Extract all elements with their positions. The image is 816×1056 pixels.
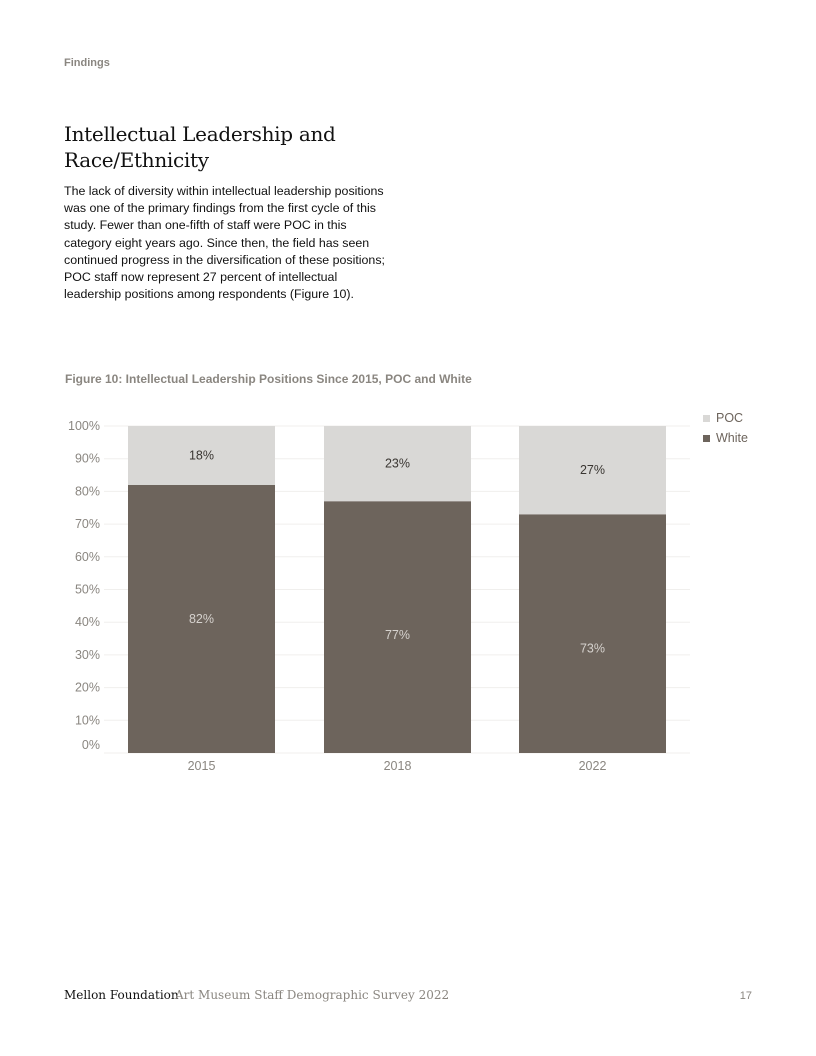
y-tick-label: 20% [75,681,100,695]
data-label-poc-2018: 23% [385,457,410,471]
x-tick-label: 2018 [384,759,412,773]
data-label-white-2022: 73% [580,641,605,655]
footer-publication: Art Museum Staff Demographic Survey 2022 [175,988,450,1002]
y-tick-label: 80% [75,484,100,498]
y-tick-label: 60% [75,550,100,564]
stacked-bar-chart: 0% 10% 20% 30% 40% 50% 60% 70% 80% 90% 100% 18% 82% 2… [68,411,748,773]
bar-white-2022 [519,514,666,753]
y-tick-label: 100% [68,419,100,433]
footer-organization: Mellon Foundation [64,988,179,1002]
data-label-poc-2022: 27% [580,463,605,477]
data-label-white-2015: 82% [189,612,214,626]
x-tick-label: 2022 [579,759,607,773]
x-tick-label: 2015 [188,759,216,773]
y-tick-label: 40% [75,615,100,629]
bar-white-2018 [324,501,471,753]
bar-white-2015 [128,484,275,753]
page-title: Intellectual Leadership and Race/Ethnici… [64,122,336,172]
bar-poc-2015 [128,426,275,485]
y-tick-label: 10% [75,713,100,727]
body-paragraph: The lack of diversity within intellectua… [64,184,385,302]
y-tick-label: 30% [75,648,100,662]
data-label-poc-2015: 18% [189,448,214,462]
y-tick-label: 50% [75,583,100,597]
bar-poc-2022 [519,426,666,515]
legend-swatch-white [703,435,710,442]
y-tick-label: 90% [75,452,100,466]
data-label-white-2018: 77% [385,628,410,642]
legend-swatch-poc [703,415,710,422]
bar-poc-2018 [324,426,471,502]
legend-label-white: White [716,431,748,445]
y-tick-label: 0% [82,738,100,752]
legend-label-poc: POC [716,411,743,425]
section-label: Findings [64,57,110,69]
figure-title: Figure 10: Intellectual Leadership Posit… [65,372,472,386]
page-number: 17 [739,990,752,1002]
y-tick-label: 70% [75,517,100,531]
